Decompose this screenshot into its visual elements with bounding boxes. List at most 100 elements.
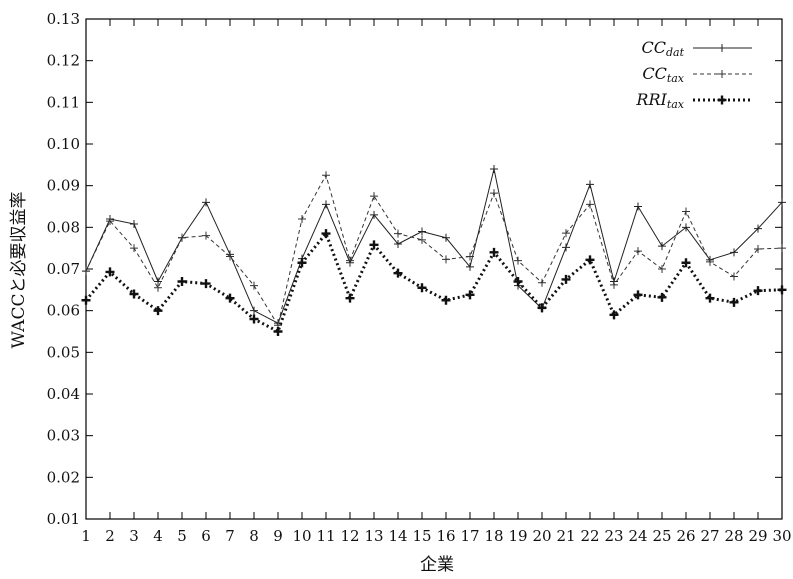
data-point (561, 274, 571, 284)
series-line-cc-dat (85, 168, 783, 324)
data-point (586, 200, 594, 209)
data-point (777, 285, 787, 295)
data-point (489, 247, 499, 257)
data-point (658, 265, 666, 273)
x-tick-label: 8 (249, 527, 259, 545)
x-tick-label: 1 (81, 527, 91, 545)
data-point (154, 283, 162, 292)
y-tick-label: 0.11 (47, 93, 80, 111)
data-point (225, 293, 235, 303)
data-point (202, 231, 210, 240)
legend-label: RRItax (635, 90, 684, 111)
x-tick-label: 23 (604, 527, 623, 545)
data-point (153, 306, 163, 316)
x-tick-label: 21 (556, 527, 575, 545)
data-point (130, 220, 138, 228)
y-tick-label: 0.02 (47, 468, 80, 486)
data-point (705, 293, 715, 303)
data-point (129, 289, 139, 299)
y-tick-label: 0.10 (47, 135, 80, 153)
data-point (585, 255, 595, 265)
data-point (442, 233, 450, 242)
x-tick-label: 27 (700, 527, 719, 545)
x-axis-label: 企業 (420, 555, 454, 575)
plot-border (85, 18, 783, 520)
data-point (609, 310, 619, 320)
x-tick-label: 3 (129, 527, 139, 545)
data-point (513, 277, 523, 286)
x-tick-label: 18 (484, 527, 503, 545)
data-point (681, 258, 691, 268)
data-point (441, 295, 451, 305)
data-point (250, 306, 258, 315)
data-point (754, 245, 762, 253)
data-point (321, 229, 331, 239)
series-lines (81, 165, 787, 336)
series-line-cc-tax (85, 174, 783, 326)
x-tick-label: 4 (153, 527, 163, 545)
x-tick-label: 30 (772, 527, 791, 545)
x-tick-label: 19 (508, 527, 527, 545)
data-point (322, 200, 330, 209)
data-point (201, 279, 211, 289)
legend-label: CCdat (641, 38, 684, 59)
data-point (250, 281, 258, 290)
legend-label: CCtax (642, 64, 684, 85)
data-point (297, 258, 307, 268)
y-tick-label: 0.09 (47, 177, 80, 195)
data-point (298, 215, 306, 223)
y-tick-label: 0.01 (47, 510, 80, 528)
data-point (465, 290, 475, 300)
x-tick-label: 12 (340, 527, 359, 545)
data-point (369, 240, 379, 250)
data-point (778, 198, 786, 207)
data-point (538, 278, 546, 287)
data-point (177, 277, 187, 286)
data-point (778, 244, 786, 253)
data-point (562, 229, 570, 238)
data-point (682, 223, 690, 232)
legend-series-subscript: tax (667, 98, 685, 111)
data-point (729, 297, 739, 307)
legend-series-subscript: dat (666, 46, 685, 59)
data-point (130, 244, 138, 253)
y-tick-label: 0.08 (47, 218, 80, 236)
y-axis: 0.01 0.02 0.03 0.04 0.05 0.06 0.07 0.08 0.09 0.10… (47, 10, 782, 528)
data-point (393, 268, 403, 278)
data-point (394, 240, 402, 248)
data-point (706, 257, 714, 266)
legend-marker (718, 70, 726, 78)
data-point (370, 192, 378, 201)
data-point (418, 227, 426, 236)
data-point (202, 198, 210, 207)
data-point (106, 217, 114, 226)
x-tick-label: 10 (292, 527, 311, 545)
y-tick-label: 0.03 (47, 427, 80, 445)
x-tick-label: 6 (201, 527, 211, 545)
x-tick-label: 2 (105, 527, 115, 545)
data-point (586, 180, 594, 189)
x-tick-label: 24 (628, 527, 647, 545)
legend-series-name: CC (641, 38, 665, 57)
x-tick-label: 7 (225, 527, 235, 545)
x-tick-label: 20 (532, 527, 551, 545)
data-point (394, 229, 402, 238)
data-point (346, 256, 354, 265)
y-tick-label: 0.06 (47, 302, 80, 320)
data-point (754, 224, 762, 233)
data-point (490, 165, 498, 173)
y-tick-label: 0.05 (47, 343, 80, 361)
x-axis: 1 2 3 4 5 6 7 8 9 10 11 12 13 14 15 16 17 18 19 20 21 22 23 24 2… (81, 19, 792, 545)
data-point (657, 292, 667, 302)
data-point (753, 286, 763, 296)
data-point (418, 235, 426, 244)
x-tick-label: 15 (412, 527, 431, 545)
x-tick-label: 29 (748, 527, 767, 545)
data-point (249, 314, 259, 324)
x-tick-label: 25 (652, 527, 671, 545)
y-tick-label: 0.13 (47, 10, 80, 28)
x-tick-label: 11 (316, 527, 335, 545)
x-tick-label: 5 (177, 527, 187, 545)
data-point (562, 243, 570, 252)
